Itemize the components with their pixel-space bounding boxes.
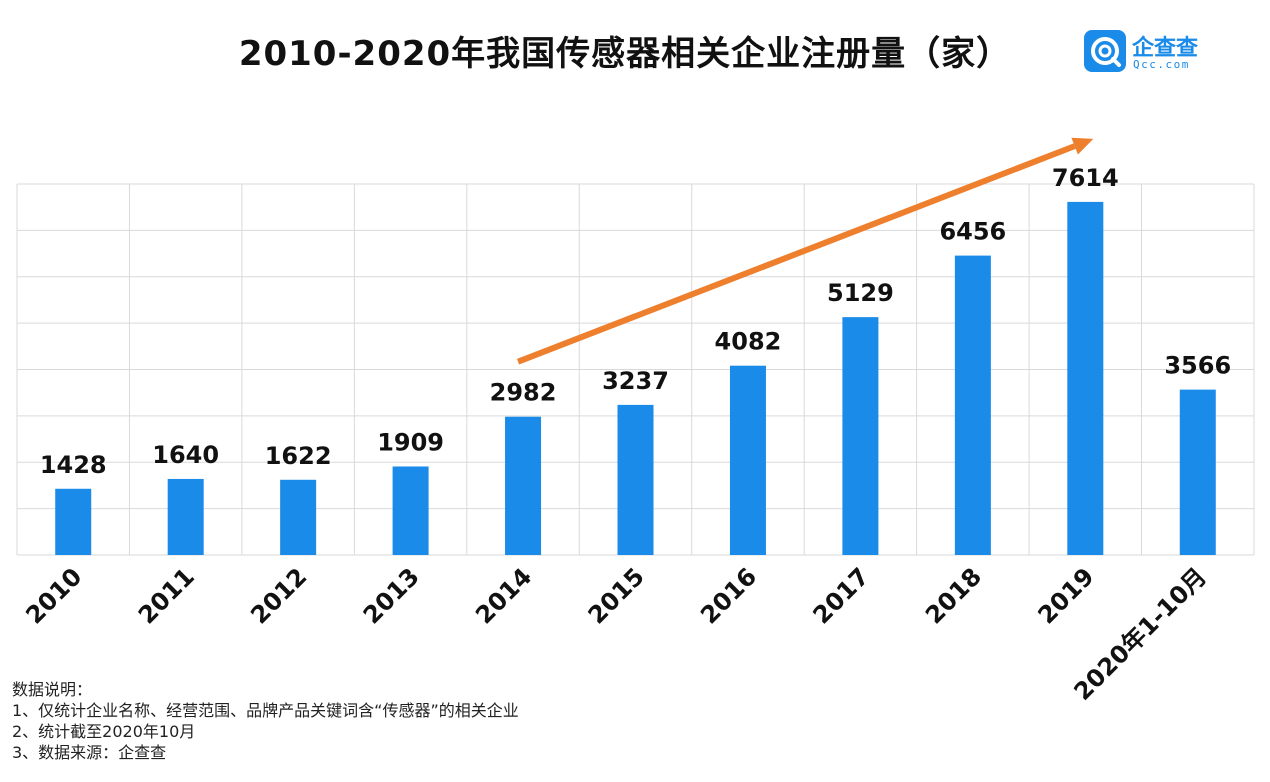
logo-name-cn: 企查查: [1132, 36, 1199, 61]
value-label-2017: 5129: [827, 279, 894, 307]
value-label-2018: 6456: [939, 218, 1006, 246]
qcc-logo: 企查查 Qcc.com: [1084, 30, 1214, 76]
notes-line-2: 2、统计截至2020年10月: [12, 722, 196, 741]
trend-arrow: [516, 137, 1094, 365]
bar-2013: [392, 466, 429, 555]
notes-line-3: 3、数据来源：企查查: [12, 743, 167, 762]
x-tick-label-2011: 2011: [133, 562, 200, 629]
bar-2012: [280, 479, 317, 555]
bar-2018: [954, 255, 991, 555]
bar-2020年1-10月: [1179, 389, 1216, 555]
bar-2017: [842, 317, 879, 555]
data-notes: 数据说明： 1、仅统计企业名称、经营范围、品牌产品关键词含“传感器”的相关企业 …: [12, 679, 519, 763]
trend-arrow-line: [516, 143, 1076, 365]
value-labels: 1428 1640 1622 1909 2982 3237 4082 5129 6456 7614…: [40, 164, 1231, 479]
x-tick-label-2013: 2013: [358, 562, 425, 629]
x-tick-label-2019: 2019: [1033, 562, 1100, 629]
logo-name-en: Qcc.com: [1133, 58, 1190, 71]
bar-2010: [55, 488, 92, 555]
x-tick-label-2014: 2014: [470, 562, 537, 629]
x-tick-label-2016: 2016: [695, 562, 762, 629]
value-label-2012: 1622: [265, 442, 332, 470]
value-label-2014: 2982: [490, 379, 557, 407]
value-label-2010: 1428: [40, 451, 107, 479]
chart-title: 2010-2020年我国传感器相关企业注册量（家）: [238, 34, 1012, 74]
notes-line-1: 1、仅统计企业名称、经营范围、品牌产品关键词含“传感器”的相关企业: [12, 701, 519, 720]
qcc-logo-icon: [1084, 30, 1126, 72]
bar-2016: [729, 365, 766, 555]
bar-2011: [167, 478, 204, 555]
x-tick-label-2018: 2018: [920, 562, 987, 629]
value-label-2013: 1909: [377, 428, 444, 456]
value-label-2015: 3237: [602, 367, 669, 395]
bars: [55, 201, 1216, 555]
x-tick-label-2010: 2010: [20, 562, 87, 629]
value-label-2016: 4082: [715, 328, 782, 356]
value-label-2019: 7614: [1052, 164, 1119, 192]
x-tick-label-2012: 2012: [245, 562, 312, 629]
bar-2015: [617, 404, 654, 555]
bar-2014: [505, 416, 542, 555]
trend-arrow-head: [1071, 137, 1094, 155]
value-label-2020年1-10月: 3566: [1164, 352, 1231, 380]
x-tick-label-2015: 2015: [583, 562, 650, 629]
x-tick-label-2017: 2017: [808, 562, 875, 629]
notes-heading: 数据说明：: [12, 680, 93, 699]
value-label-2011: 1640: [152, 441, 219, 469]
bar-2019: [1067, 201, 1104, 555]
